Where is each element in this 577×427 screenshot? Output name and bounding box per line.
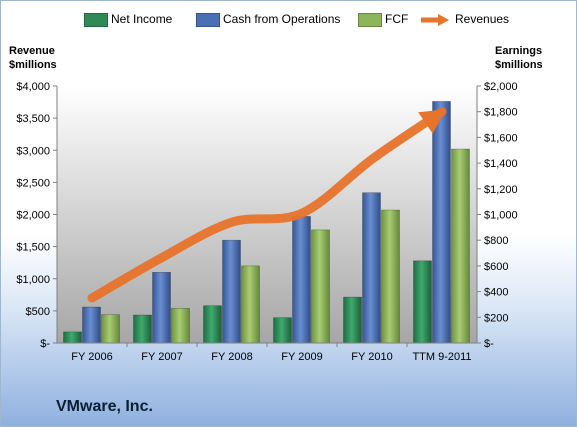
legend-label-cash-from-operations: Cash from Operations — [223, 12, 341, 26]
bar-fcf-fy-2008 — [241, 265, 260, 344]
x-tick-label: FY 2006 — [71, 351, 112, 363]
chart-legend: Net Income Cash from Operations FCF Reve… — [0, 10, 577, 30]
company-name: VMware, Inc. — [56, 398, 153, 415]
bar-cash-from-operations-fy-2009 — [292, 216, 311, 344]
left-tick-label: $4,000 — [16, 81, 50, 93]
right-tick-label: $800 — [484, 235, 508, 247]
legend-swatch-cash-from-operations — [196, 13, 220, 27]
bar-net-income-fy-2008 — [203, 305, 222, 344]
bar-cash-from-operations-fy-2008 — [222, 239, 241, 344]
left-tick-label: $3,500 — [16, 113, 50, 125]
x-tick-label: TTM 9-2011 — [412, 351, 471, 363]
right-tick-label: $400 — [484, 287, 508, 299]
right-axis-title: Earnings $millions — [495, 44, 543, 72]
right-tick-label: $1,600 — [484, 132, 518, 144]
left-tick-label: $1,500 — [16, 242, 50, 254]
bar-fcf-fy-2007 — [171, 307, 190, 344]
bar-cash-from-operations-ttm-9-2011 — [432, 101, 451, 344]
left-tick-label: $2,500 — [16, 177, 50, 189]
bar-fcf-fy-2006 — [101, 314, 120, 344]
left-tick-label: $2,000 — [16, 210, 50, 222]
legend-arrow-icon — [421, 14, 449, 26]
legend-label-net-income: Net Income — [111, 12, 173, 26]
left-axis-title: Revenue $millions — [9, 44, 57, 72]
left-tick-label: $1,000 — [16, 274, 50, 286]
right-tick-label: $600 — [484, 261, 508, 273]
left-axis-title-line1: Revenue — [9, 45, 55, 57]
legend-label-fcf: FCF — [385, 12, 409, 26]
right-axis-title-line2: $millions — [495, 59, 543, 71]
revenues-arrowhead — [418, 109, 446, 134]
left-tick-label: $- — [40, 338, 50, 350]
x-tick-label: FY 2010 — [351, 351, 392, 363]
x-tick-label: FY 2008 — [211, 351, 252, 363]
bar-cash-from-operations-fy-2006 — [82, 306, 101, 344]
right-tick-label: $1,400 — [484, 158, 518, 170]
bar-net-income-fy-2009 — [273, 317, 292, 344]
legend-label-revenues: Revenues — [455, 12, 510, 26]
right-tick-label: $200 — [484, 312, 508, 324]
line-revenues — [87, 107, 447, 303]
right-axis-title-line1: Earnings — [495, 45, 543, 57]
bar-cash-from-operations-fy-2007 — [152, 271, 171, 344]
right-tick-label: $- — [484, 338, 494, 350]
right-tick-label: $1,200 — [484, 184, 518, 196]
bar-net-income-ttm-9-2011 — [413, 260, 432, 344]
legend-swatch-net-income — [84, 13, 108, 27]
bar-net-income-fy-2007 — [133, 314, 152, 344]
left-tick-label: $3,000 — [16, 145, 50, 157]
x-tick-label: FY 2007 — [141, 351, 182, 363]
left-axis-title-line2: $millions — [9, 59, 57, 71]
x-tick-label: FY 2009 — [281, 351, 322, 363]
bar-fcf-fy-2009 — [311, 229, 330, 344]
left-tick-label: $500 — [26, 306, 50, 318]
bar-net-income-fy-2006 — [63, 331, 82, 344]
bar-cash-from-operations-fy-2010 — [362, 192, 381, 344]
right-tick-label: $1,800 — [484, 107, 518, 119]
bar-net-income-fy-2010 — [343, 296, 362, 344]
right-tick-label: $1,000 — [484, 210, 518, 222]
bar-fcf-ttm-9-2011 — [451, 148, 470, 344]
legend-swatch-fcf — [358, 13, 382, 27]
right-tick-label: $2,000 — [484, 81, 518, 93]
bar-fcf-fy-2010 — [381, 209, 400, 344]
